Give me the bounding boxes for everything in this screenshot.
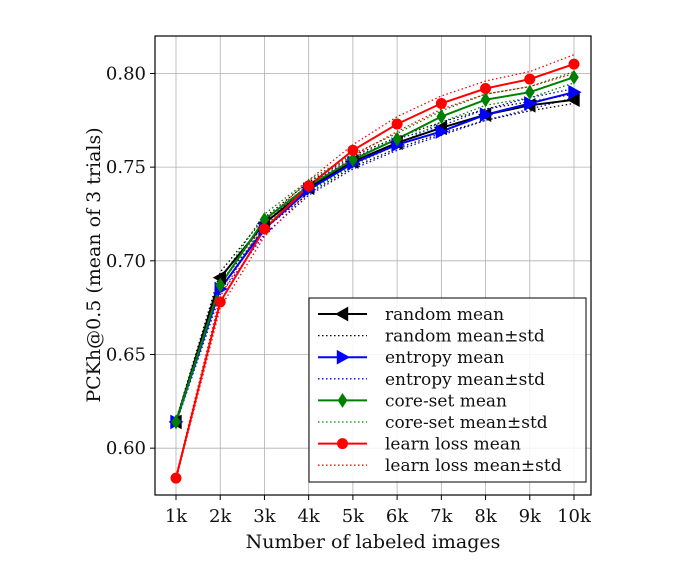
learn-loss-mean-point [480, 82, 492, 94]
legend-label: learn loss mean±std [385, 456, 562, 476]
x-axis-label: Number of labeled images [246, 531, 501, 553]
random-mean-lower-std-line [175, 102, 575, 424]
x-tick-label: 4k [297, 506, 320, 527]
core-set-mean-point [436, 109, 447, 124]
learn-loss-mean-point [303, 180, 315, 192]
grid [155, 36, 591, 495]
legend-box [308, 297, 587, 483]
entropy-mean-line [175, 91, 575, 423]
learn-loss-mean-line [175, 63, 575, 479]
x-tick-label: 10k [557, 506, 592, 527]
y-tick-label: 0.70 [106, 251, 146, 272]
series-markers [168, 58, 582, 484]
legend-label: random mean±std [385, 327, 545, 347]
legend-marker-learn-loss-mean [337, 438, 348, 450]
entropy-mean-point [524, 96, 538, 111]
y-tick-label: 0.60 [106, 438, 146, 459]
random-mean-upper-std-line [175, 93, 575, 421]
x-tick-label: 3k [253, 506, 276, 527]
legend-marker-random-mean [334, 306, 349, 322]
learn-loss-mean-point [347, 144, 359, 156]
core-set-mean-point [171, 414, 181, 430]
core-set-mean-point [524, 84, 535, 100]
legend-label: entropy mean [385, 348, 504, 368]
core-set-mean-point [215, 277, 226, 293]
learn-loss-mean-point [258, 223, 270, 235]
learn-loss-mean-point [568, 58, 580, 70]
y-tick-label: 0.65 [106, 344, 146, 365]
y-tick-label: 0.80 [106, 63, 146, 84]
x-tick-label: 5k [342, 506, 365, 527]
x-tick-label: 7k [430, 506, 453, 527]
core-set-mean-line [175, 76, 575, 423]
legend-label: core-set mean [385, 391, 507, 411]
legend-marker-core-set-mean [337, 392, 348, 408]
series-lines [175, 63, 575, 479]
legend-label: entropy mean±std [385, 370, 545, 390]
core-set-mean-point [480, 92, 491, 108]
core-set-mean-point [392, 131, 402, 147]
learn-loss-mean-point [391, 118, 403, 130]
entropy-mean-point [479, 107, 494, 123]
entropy-mean-point [435, 124, 449, 139]
learn-loss-mean-point [214, 296, 226, 308]
y-axis-label: PCKh@0.5 (mean of 3 trials) [83, 127, 105, 402]
x-tick-label: 8k [474, 506, 497, 527]
learn-loss-mean-point [435, 97, 447, 109]
learn-loss-mean-point [524, 73, 536, 85]
x-tick-label: 2k [209, 506, 232, 527]
x-tick-label: 1k [165, 506, 188, 527]
x-tick-label: 9k [519, 506, 542, 527]
core-set-mean-point [569, 69, 579, 85]
learn-loss-mean-point [170, 472, 182, 484]
legend-marker-entropy-mean [336, 349, 351, 365]
core-set-mean-point [348, 152, 358, 168]
legend-label: random mean [385, 305, 504, 325]
legend-label: core-set mean±std [385, 413, 548, 433]
legend-label: learn loss mean [385, 435, 521, 455]
axis-ticks: 1k 2k 3k 4k 5k 6k 7k 8k 9k 10k 0.60 0.65 0.70 0.75 0.8… [106, 63, 592, 527]
entropy-mean-point [568, 84, 582, 100]
plot-frame [154, 35, 592, 496]
y-tick-label: 0.75 [106, 157, 146, 178]
x-tick-label: 6k [386, 506, 409, 527]
